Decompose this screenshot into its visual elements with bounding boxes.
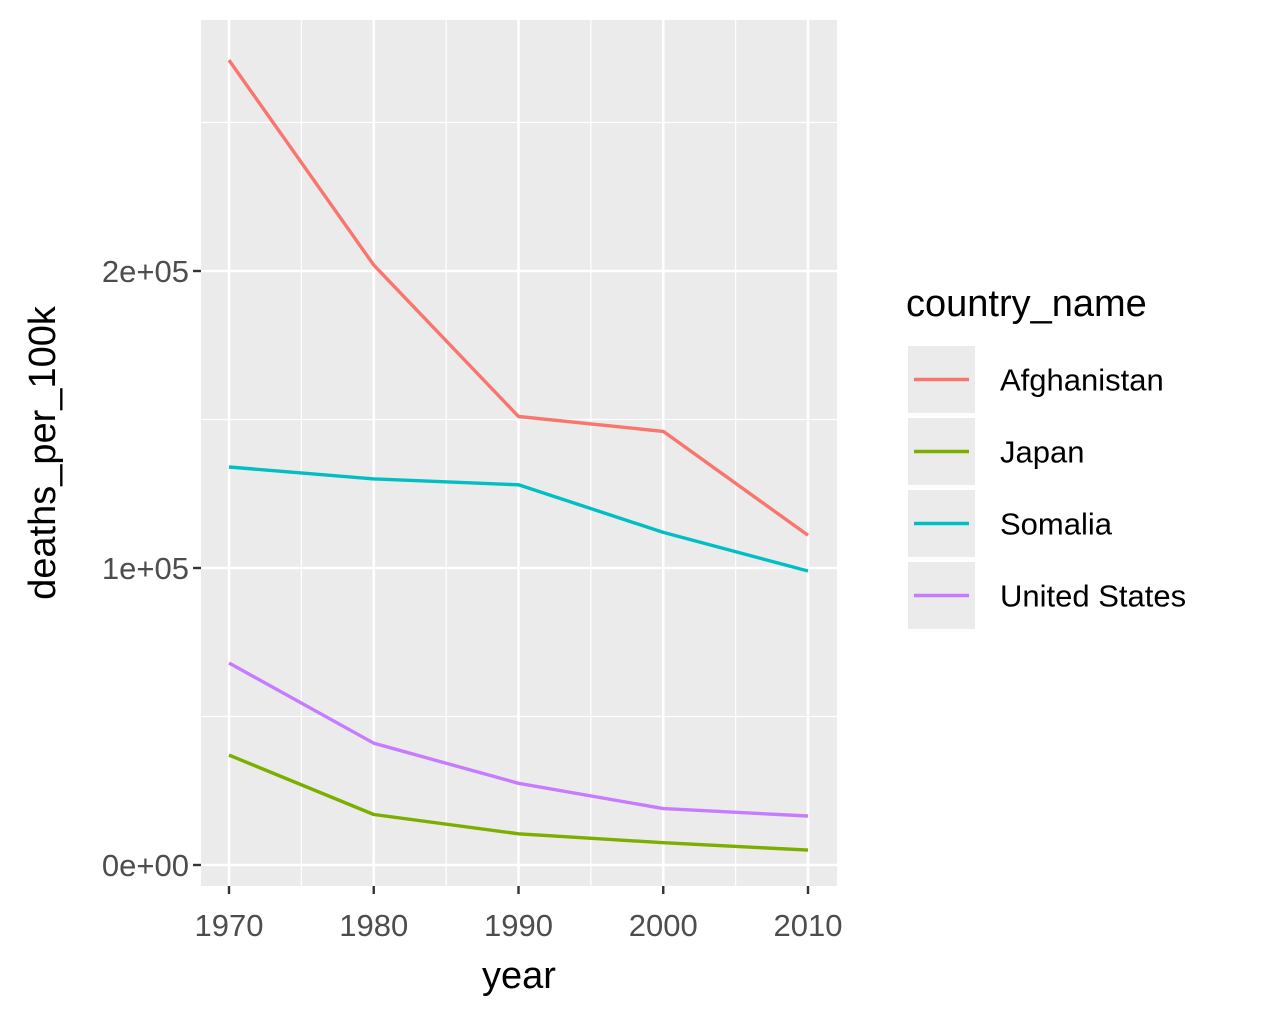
legend: country_name Afghanistan Japan Somalia Unit… [906,283,1186,629]
legend-label: United States [1000,579,1186,614]
y-tick-label: 1e+05 [102,551,189,586]
legend-item: Somalia [908,490,1113,557]
y-tick-label: 0e+00 [102,848,189,883]
y-axis: 0e+00 1e+05 2e+05 [102,254,201,883]
x-axis-title: year [482,955,556,997]
x-tick-label: 1990 [484,908,553,943]
series-line-somalia [228,465,809,573]
legend-item: Afghanistan [908,346,1164,413]
series-line-japan [228,753,809,852]
series-line-afghanistan [227,59,809,537]
legend-title: country_name [906,283,1147,325]
x-tick-label: 1980 [339,908,408,943]
y-axis-title: deaths_per_100k [22,305,64,600]
major-gridlines [201,20,837,886]
y-tick-label: 2e+05 [102,254,189,289]
legend-label: Somalia [1000,507,1113,542]
x-tick-label: 2000 [629,908,698,943]
series-line-united-states [228,661,809,818]
x-tick-label: 2010 [774,908,843,943]
series-lines [227,59,809,852]
legend-items: Afghanistan Japan Somalia United States [908,346,1186,629]
legend-label: Japan [1000,435,1084,470]
legend-item: United States [908,562,1186,629]
x-tick-label: 1970 [195,908,264,943]
legend-item: Japan [908,418,1084,485]
x-axis: 1970 1980 1990 2000 2010 [195,886,843,943]
legend-label: Afghanistan [1000,363,1164,398]
